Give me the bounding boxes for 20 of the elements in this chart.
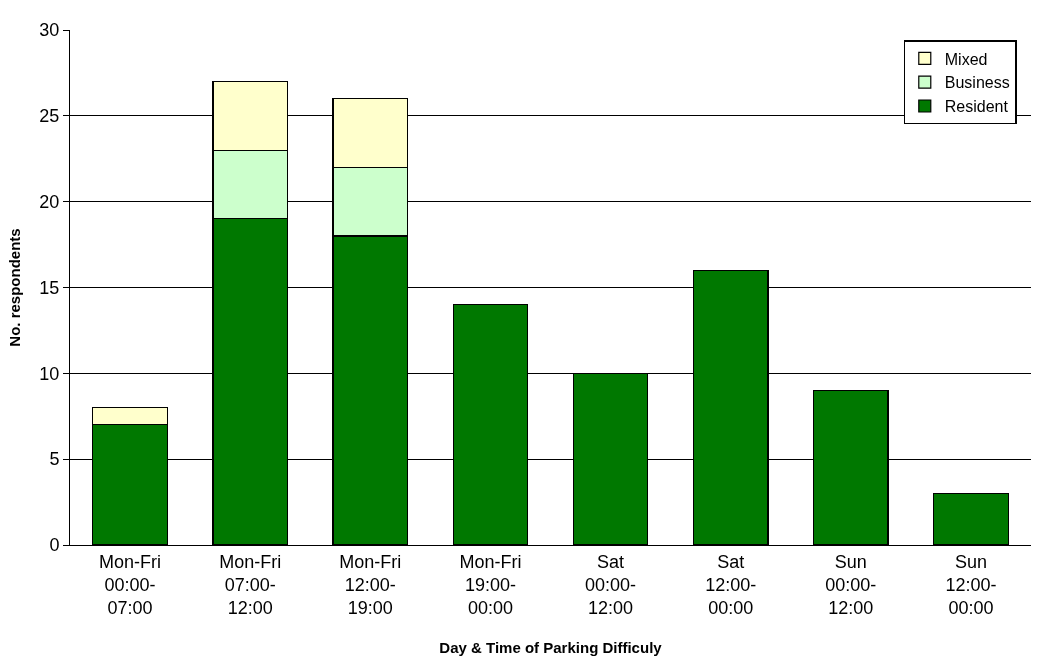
- x-tick-label: Sat 12:00- 00:00: [705, 551, 757, 619]
- x-axis-title: Day & Time of Parking Difficuly: [439, 639, 663, 657]
- x-tick-label: Sun 12:00- 00:00: [945, 551, 997, 619]
- x-tick-label: Mon-Fri 07:00- 12:00: [219, 551, 282, 619]
- x-tick-label: Mon-Fri 00:00- 07:00: [99, 551, 162, 619]
- y-tick-label: 0: [49, 535, 60, 556]
- x-tick-label: Mon-Fri 19:00- 00:00: [459, 551, 522, 619]
- legend-label: Business: [944, 74, 1010, 92]
- y-tick-label: 25: [39, 106, 60, 127]
- y-tick-label: 5: [49, 449, 60, 470]
- y-tick-label: 15: [39, 277, 60, 298]
- x-tick-label: Sun 00:00- 12:00: [825, 551, 877, 619]
- y-axis-title: No. respondents: [5, 228, 23, 347]
- legend-label: Resident: [944, 98, 1009, 116]
- y-tick-label: 10: [39, 363, 60, 384]
- y-tick-label: 20: [39, 191, 60, 212]
- x-tick-label: Sat 00:00- 12:00: [585, 551, 637, 619]
- x-tick-label: Mon-Fri 12:00- 19:00: [339, 551, 402, 619]
- legend-label: Mixed: [944, 50, 988, 68]
- y-tick-label: 30: [39, 20, 60, 41]
